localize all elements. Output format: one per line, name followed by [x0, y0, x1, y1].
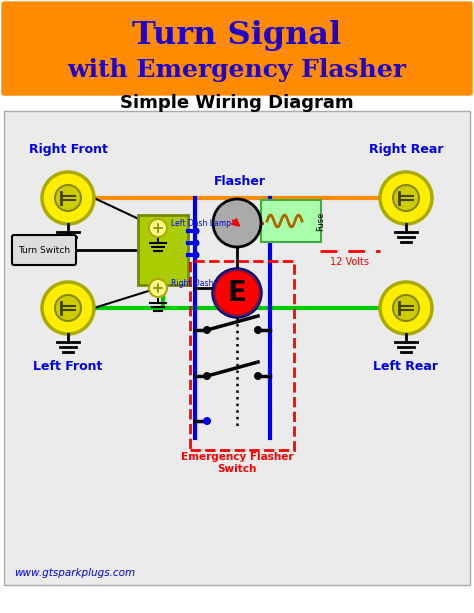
FancyBboxPatch shape: [12, 235, 76, 265]
Text: Simple Wiring Diagram: Simple Wiring Diagram: [120, 94, 354, 112]
Circle shape: [215, 271, 259, 315]
Circle shape: [254, 326, 262, 334]
Text: Left Rear: Left Rear: [374, 360, 438, 373]
Text: www.gtsparkplugs.com: www.gtsparkplugs.com: [14, 568, 135, 578]
Circle shape: [192, 227, 200, 235]
Text: Fuse: Fuse: [316, 211, 325, 230]
Circle shape: [393, 295, 419, 321]
Circle shape: [149, 219, 167, 237]
Text: Emergency Flasher
Switch: Emergency Flasher Switch: [181, 452, 293, 474]
Text: Right Front: Right Front: [28, 143, 108, 156]
Circle shape: [203, 326, 211, 334]
Text: Flasher: Flasher: [214, 175, 266, 188]
Circle shape: [55, 185, 81, 211]
Text: E: E: [228, 279, 246, 307]
Circle shape: [42, 172, 94, 224]
Text: Turn Switch: Turn Switch: [18, 245, 70, 254]
Circle shape: [380, 282, 432, 334]
Text: Left Front: Left Front: [33, 360, 103, 373]
Circle shape: [42, 282, 94, 334]
FancyBboxPatch shape: [261, 200, 321, 242]
FancyBboxPatch shape: [138, 215, 188, 285]
Circle shape: [203, 417, 211, 425]
Circle shape: [149, 279, 167, 297]
Circle shape: [393, 185, 419, 211]
Text: Right Rear: Right Rear: [369, 143, 443, 156]
FancyBboxPatch shape: [2, 2, 472, 95]
Circle shape: [192, 251, 200, 259]
Circle shape: [254, 372, 262, 380]
Circle shape: [55, 295, 81, 321]
Text: with Emergency Flasher: with Emergency Flasher: [67, 58, 407, 82]
Circle shape: [213, 199, 261, 247]
Text: 12 Volts: 12 Volts: [330, 257, 370, 267]
Circle shape: [380, 172, 432, 224]
Circle shape: [203, 372, 211, 380]
FancyBboxPatch shape: [4, 111, 470, 585]
Text: Left Dash Lamp: Left Dash Lamp: [171, 218, 231, 227]
Text: Right Dash Lamp: Right Dash Lamp: [171, 278, 237, 287]
Circle shape: [192, 240, 200, 246]
Text: Turn Signal: Turn Signal: [132, 20, 342, 50]
Circle shape: [212, 268, 262, 318]
